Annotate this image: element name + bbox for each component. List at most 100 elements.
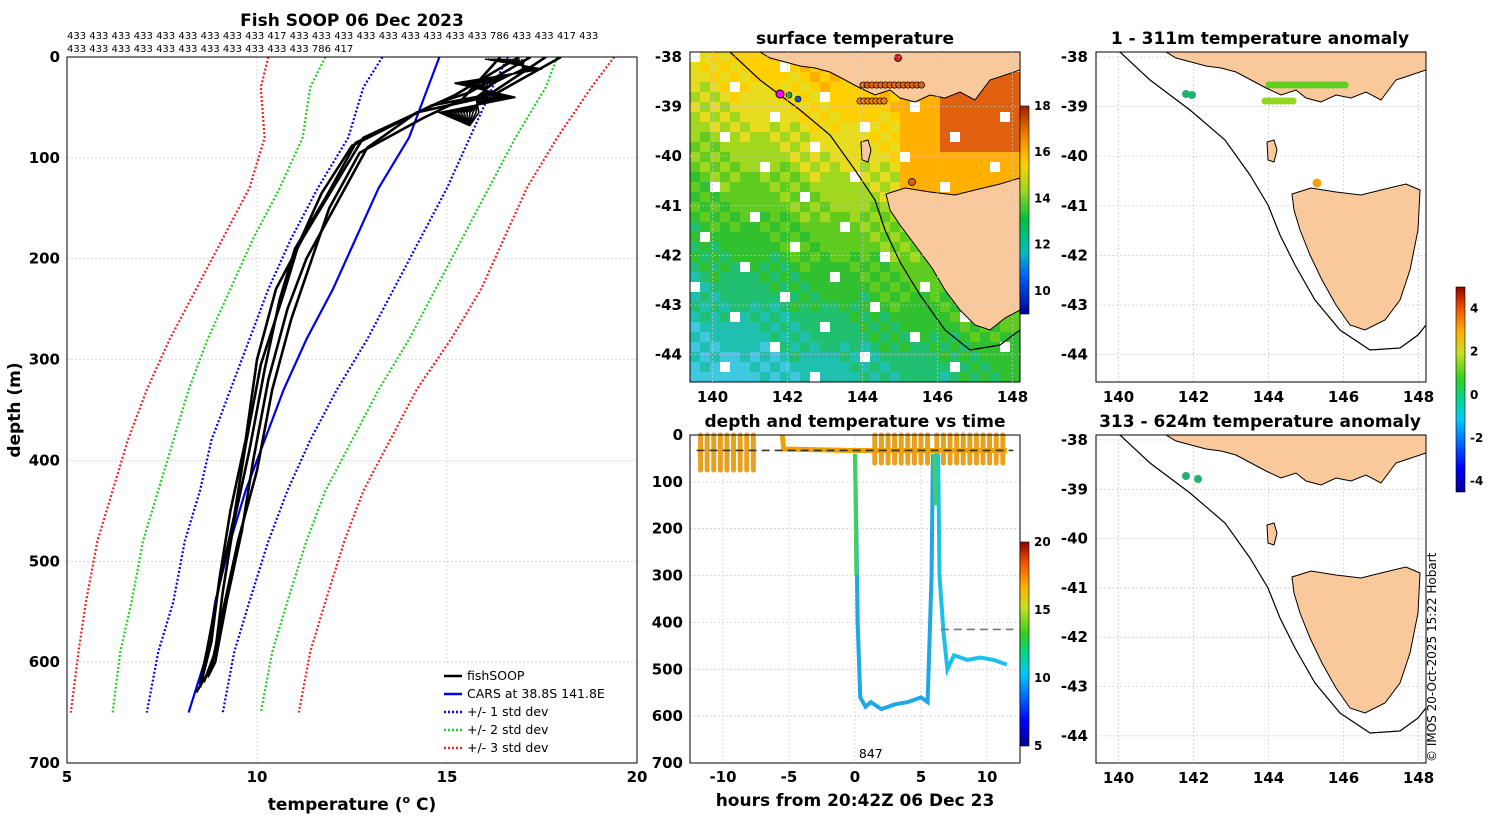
- sst-cell: [860, 192, 870, 202]
- sst-cell: [930, 152, 940, 162]
- dt-ytick-label: 100: [652, 473, 683, 491]
- sst-cell: [870, 122, 880, 132]
- sst-cell: [790, 232, 800, 242]
- sst-cell: [770, 162, 780, 172]
- sst-cell: [870, 172, 880, 182]
- sst-cell: [710, 82, 720, 92]
- sst-cell: [880, 162, 890, 172]
- sst-cell: [840, 332, 850, 342]
- sst-cell: [770, 202, 780, 212]
- sst-cell: [730, 322, 740, 332]
- sst-cell: [840, 272, 850, 282]
- sst-cell: [860, 232, 870, 242]
- profile-line--1-std: [221, 57, 509, 713]
- sst-cell: [900, 122, 910, 132]
- dt-x-ticks: -10 -5 0 5 10: [709, 768, 997, 786]
- sst-cell: [910, 242, 920, 252]
- sst-cell: [700, 302, 710, 312]
- sst-cell: [750, 142, 760, 152]
- sst-cell: [750, 132, 760, 142]
- sst-cell: [740, 162, 750, 172]
- sst-cell: [800, 92, 810, 102]
- sst-cell: [810, 122, 820, 132]
- sst-cell: [770, 262, 780, 272]
- profile-line--3-std: [69, 57, 270, 713]
- sst-cell: [1010, 372, 1020, 382]
- profile-xlabel-sup: o: [403, 793, 411, 806]
- sst-cell: [750, 332, 760, 342]
- sst-cell: [880, 272, 890, 282]
- sst-cell: [880, 322, 890, 332]
- profile-ytick-label: 500: [29, 552, 60, 570]
- sst-colorbar-tick: 16: [1034, 145, 1051, 159]
- sst-cell: [690, 182, 700, 192]
- sst-cell: [970, 122, 980, 132]
- dt-ytick-label: 200: [652, 520, 683, 538]
- sst-cell: [780, 142, 790, 152]
- sst-cell: [920, 132, 930, 142]
- sst-cell: [1000, 152, 1010, 162]
- dt-xtick-label: 0: [850, 768, 860, 786]
- sst-cell: [760, 92, 770, 102]
- profile-xtick-label: 20: [627, 768, 648, 786]
- sst-cell: [790, 192, 800, 202]
- sst-cell: [720, 252, 730, 262]
- sst-fishing-positions: [775, 54, 925, 186]
- dt-y-ticks: 0 100 200 300 400 500 600 700: [652, 426, 683, 772]
- sst-cell: [960, 102, 970, 112]
- sst-cell: [800, 172, 810, 182]
- sst-cell: [940, 152, 950, 162]
- sst-cell: [810, 242, 820, 252]
- sst-cell: [790, 82, 800, 92]
- sst-cell: [850, 312, 860, 322]
- dt-xtick-label: -5: [781, 768, 798, 786]
- sst-cell: [750, 222, 760, 232]
- sst-cell: [710, 62, 720, 72]
- sst-cell: [940, 332, 950, 342]
- sst-cell: [990, 352, 1000, 362]
- sst-cell: [910, 372, 920, 382]
- anomaly-colorbar-tick: 0: [1470, 388, 1478, 402]
- sst-cell: [720, 312, 730, 322]
- sst-cell: [690, 262, 700, 272]
- sst-cell: [740, 322, 750, 332]
- sst-cell: [720, 262, 730, 272]
- sst-cell: [870, 202, 880, 212]
- sst-cell: [730, 302, 740, 312]
- sst-cell: [920, 162, 930, 172]
- sst-cell: [860, 132, 870, 142]
- sst-cell: [810, 262, 820, 272]
- a2-xtick-label: 148: [1403, 769, 1434, 787]
- sst-cell: [960, 182, 970, 192]
- sst-cell: [720, 282, 730, 292]
- sst-cell: [790, 152, 800, 162]
- sst-cell: [780, 112, 790, 122]
- sst-cell: [690, 172, 700, 182]
- sst-cell: [880, 202, 890, 212]
- a2-land-mainland: [1165, 435, 1426, 486]
- sst-cell: [740, 362, 750, 372]
- sst-cell: [690, 282, 700, 292]
- sst-cell: [700, 122, 710, 132]
- a2-xtick-label: 142: [1178, 769, 1209, 787]
- sst-cell: [980, 172, 990, 182]
- sst-cell: [720, 72, 730, 82]
- sst-cell: [830, 302, 840, 312]
- sst-cell: [880, 122, 890, 132]
- sst-cell: [740, 352, 750, 362]
- sst-cell: [730, 72, 740, 82]
- sst-cell: [900, 162, 910, 172]
- sst-cell: [690, 162, 700, 172]
- sst-cell: [890, 232, 900, 242]
- profile-ylabel: depth (m): [5, 362, 25, 457]
- sst-cell: [770, 312, 780, 322]
- sst-cell: [950, 92, 960, 102]
- a2-ytick-label: -38: [1061, 431, 1088, 449]
- sst-cell: [940, 122, 950, 132]
- sst-cell: [700, 352, 710, 362]
- sst-cell: [820, 232, 830, 242]
- sst-cell: [790, 212, 800, 222]
- sst-cell: [780, 362, 790, 372]
- sst-cell: [710, 322, 720, 332]
- sst-cell: [850, 272, 860, 282]
